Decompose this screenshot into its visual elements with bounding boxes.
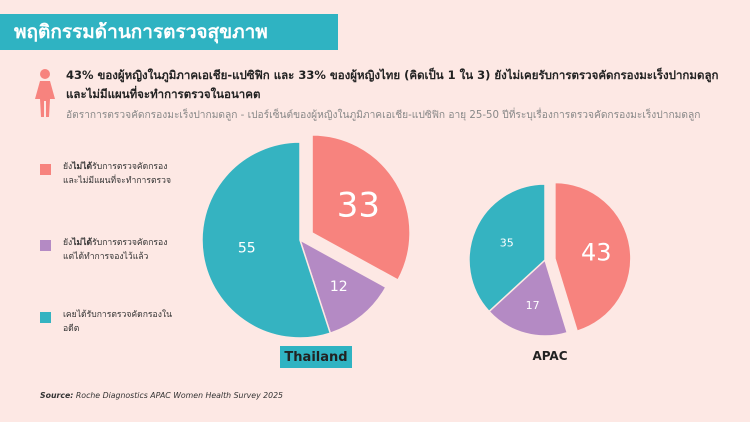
chart-label-thailand: Thailand [280, 346, 352, 368]
pie-slice-thailand-not-screened [311, 134, 411, 282]
chart-subtitle: อัตราการตรวจคัดกรองมะเร็งปากมดลูก - เปอร… [66, 110, 701, 121]
data-label-thailand-booked: 12 [330, 279, 348, 295]
pie-slice-apac-not-screened [554, 181, 632, 333]
legend-label: เคยได้รับการตรวจคัดกรองในอดีต [63, 310, 172, 334]
data-label-apac-screened: 35 [500, 237, 514, 250]
data-label-thailand-screened: 55 [238, 240, 256, 256]
legend-label: ยังไม่ได้รับการตรวจคัดกรองและไม่มีแผนที่… [63, 162, 172, 186]
pie-slice-thailand-booked [298, 238, 387, 335]
source-note: Source: Roche Diagnostics APAC Women Hea… [40, 391, 284, 400]
pie-slice-apac-screened [468, 183, 546, 313]
legend-label: ยังไม่ได้รับการตรวจคัดกรอง แต่ได้ทำการจอ… [63, 238, 168, 262]
pie-slice-apac-booked [488, 258, 569, 337]
data-label-apac-booked: 17 [526, 299, 540, 312]
chart-label-apac: APAC [532, 349, 568, 363]
data-label-thailand-not-screened: 33 [337, 185, 380, 225]
legend-item-booked: ยังไม่ได้รับการตรวจคัดกรอง แต่ได้ทำการจอ… [40, 236, 180, 264]
page-title: พฤติกรรมด้านการตรวจสุขภาพ [0, 14, 338, 50]
headline: 43% ของผู้หญิงในภูมิภาคเอเชีย-แปซิฟิก แล… [66, 68, 719, 101]
legend-swatch-coral [40, 164, 51, 175]
legend-swatch-purple [40, 240, 51, 251]
legend-item-not-screened: ยังไม่ได้รับการตรวจคัดกรองและไม่มีแผนที่… [40, 160, 180, 188]
data-label-apac-not-screened: 43 [581, 238, 612, 266]
pie-slice-thailand-screened [201, 141, 332, 339]
legend-swatch-teal [40, 312, 51, 323]
legend-item-screened: เคยได้รับการตรวจคัดกรองในอดีต [40, 308, 180, 336]
woman-icon [35, 69, 55, 117]
